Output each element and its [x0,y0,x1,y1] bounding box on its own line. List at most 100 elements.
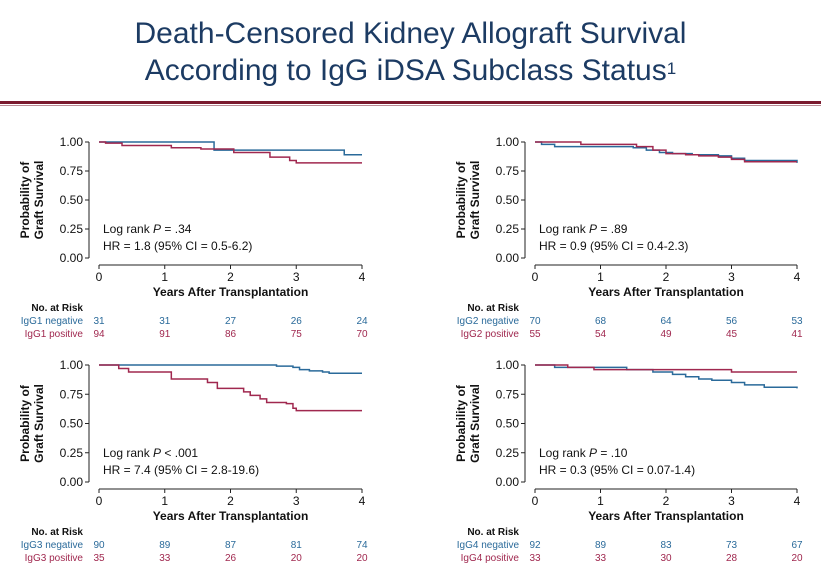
chart-igg3-x-tick-label: 4 [359,494,366,508]
chart-igg3-ylabel-line-2: Graft Survival [32,384,46,463]
chart-igg4-x-tick-label: 3 [728,494,735,508]
chart-igg4-series-negative-line [535,364,798,389]
chart-igg2-y-tick-label: 0.50 [496,193,520,207]
chart-igg2-y-tick-label: 0.00 [496,251,520,265]
chart-igg1-x-tick-label: 3 [293,270,300,284]
chart-igg2-x-tick-label: 3 [728,270,735,284]
chart-igg1-x-tick-label: 1 [161,270,168,284]
chart-igg1-hazard-ratio: HR = 1.8 (95% CI = 0.5-6.2) [103,239,252,253]
chart-igg4-risk-count: 33 [595,553,607,564]
chart-igg2-risk-count: 55 [529,329,541,340]
chart-igg2-ylabel-line-2: Graft Survival [468,161,482,240]
chart-igg3-risk-count: 89 [159,540,171,551]
chart-igg4-risk-count: 73 [726,540,738,551]
chart-igg3-x-tick-label: 3 [293,494,300,508]
chart-igg4-risk-row-label: IgG4 negative [457,540,520,551]
chart-igg2-risk-count: 49 [660,329,672,340]
chart-igg2-risk-header: No. at Risk [467,303,519,314]
chart-igg2-hazard-ratio: HR = 0.9 (95% CI = 0.4-2.3) [539,239,688,253]
chart-igg3-risk-count: 74 [356,540,368,551]
chart-igg2-x-tick-label: 4 [794,270,801,284]
chart-igg3-risk-count: 33 [159,553,171,564]
chart-igg1-risk-count: 26 [291,316,303,327]
chart-igg4-risk-count: 83 [660,540,672,551]
chart-igg4-risk-count: 92 [529,540,541,551]
chart-igg1-risk-row-label: IgG1 positive [25,329,84,340]
chart-igg3-y-tick-label: 1.00 [60,358,84,372]
chart-igg4-y-tick-label: 0.00 [496,475,520,489]
chart-igg3-x-tick-label: 0 [96,494,103,508]
chart-igg4-y-tick-label: 0.50 [496,417,520,431]
chart-igg3-x-tick-label: 1 [161,494,168,508]
chart-igg1-risk-count: 75 [291,329,303,340]
chart-igg1-logrank: Log rank P = .34 [103,222,192,236]
chart-igg1-risk-header: No. at Risk [31,303,83,314]
chart-igg4-risk-count: 20 [791,553,803,564]
chart-igg2-x-tick-label: 1 [597,270,604,284]
chart-igg4-y-tick-label: 0.75 [496,387,520,401]
chart-igg4-series-positive-line [535,364,797,373]
chart-igg3-risk-count: 20 [291,553,303,564]
chart-igg4-risk-header: No. at Risk [467,527,519,538]
chart-igg3-hazard-ratio: HR = 7.4 (95% CI = 2.8-19.6) [103,463,259,477]
chart-igg3-risk-count: 20 [356,553,368,564]
chart-igg1-risk-count: 27 [225,316,237,327]
chart-igg3-y-tick-label: 0.75 [60,387,84,401]
chart-igg2-risk-count: 53 [791,316,803,327]
chart-igg1-risk-count: 91 [159,329,171,340]
chart-igg1-risk-count: 31 [159,316,171,327]
chart-igg4-risk-count: 33 [529,553,541,564]
chart-igg3-risk-count: 26 [225,553,237,564]
slide-title: Death-Censored Kidney Allograft Survival… [0,15,821,89]
chart-igg3-xlabel: Years After Transplantation [153,509,309,523]
chart-igg2-y-tick-label: 1.00 [496,135,520,149]
chart-igg1-ylabel-line-2: Graft Survival [32,161,46,240]
chart-igg4-risk-row-label: IgG4 positive [461,553,520,564]
chart-igg4-x-tick-label: 1 [597,494,604,508]
chart-igg3-series-negative-line [99,364,362,374]
chart-igg2-y-tick-label: 0.75 [496,164,520,178]
chart-igg1-risk-count: 70 [356,329,368,340]
chart-igg3-y-tick-label: 0.25 [60,446,84,460]
chart-igg3-risk-count: 81 [291,540,303,551]
chart-igg1-y-tick-label: 1.00 [60,135,84,149]
chart-igg1-xlabel: Years After Transplantation [153,285,309,299]
chart-igg3-ylabel-line-1: Probability of [18,384,32,462]
chart-igg4-ylabel-line-1: Probability of [454,384,468,462]
title-divider [0,101,821,104]
chart-igg2-risk-count: 68 [595,316,607,327]
chart-igg3-risk-row-label: IgG3 negative [21,540,84,551]
title-divider-thin [0,105,821,106]
chart-igg2-risk-count: 54 [595,329,607,340]
chart-igg1-x-tick-label: 0 [96,270,103,284]
chart-igg1-risk-count: 86 [225,329,237,340]
chart-igg2-x-tick-label: 0 [532,270,539,284]
chart-igg4-risk-count: 28 [726,553,738,564]
chart-igg2-risk-row-label: IgG2 positive [461,329,520,340]
chart-igg2-risk-count: 45 [726,329,738,340]
chart-igg1-y-tick-label: 0.75 [60,164,84,178]
chart-igg2-logrank: Log rank P = .89 [539,222,628,236]
chart-igg2-ylabel-line-1: Probability of [454,161,468,239]
chart-igg3-risk-header: No. at Risk [31,527,83,538]
title-line-2: According to IgG iDSA Subclass Status [144,54,667,87]
chart-igg3-y-tick-label: 0.00 [60,475,84,489]
chart-igg2-xlabel: Years After Transplantation [588,285,744,299]
chart-igg4-x-tick-label: 0 [532,494,539,508]
title-footnote-marker: 1 [666,59,677,78]
chart-igg1-x-tick-label: 4 [359,270,366,284]
chart-igg3-series-positive-line [99,364,362,412]
chart-igg2-series-positive-line [535,141,797,163]
chart-igg2-series-negative-line [535,141,798,163]
chart-igg1-risk-row-label: IgG1 negative [21,316,84,327]
chart-igg3-logrank: Log rank P < .001 [103,446,198,460]
chart-igg4-y-tick-label: 1.00 [496,358,520,372]
chart-igg1-ylabel-line-1: Probability of [18,161,32,239]
chart-igg3-risk-count: 90 [93,540,105,551]
chart-igg2-risk-count: 70 [529,316,541,327]
chart-igg4-x-tick-label: 2 [663,494,670,508]
chart-igg1-x-tick-label: 2 [227,270,234,284]
chart-igg2-risk-count: 64 [660,316,672,327]
chart-igg3-risk-count: 87 [225,540,237,551]
